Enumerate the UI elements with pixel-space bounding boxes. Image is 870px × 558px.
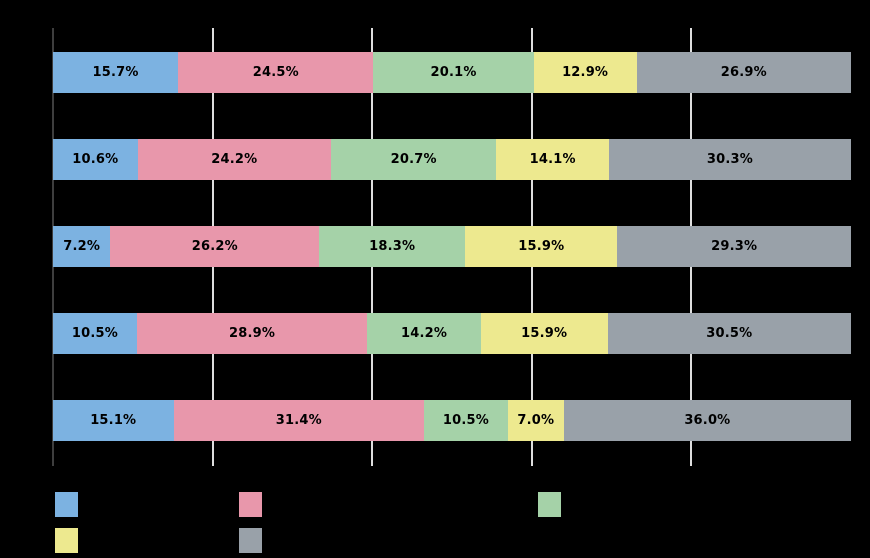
segment-label: 15.1% (90, 413, 137, 428)
segment-label: 24.2% (211, 152, 258, 167)
bar-segment-green: 20.1% (373, 52, 534, 93)
segment-label: 10.6% (72, 152, 119, 167)
legend-swatch-pink (239, 492, 262, 517)
bar-segment-gray: 30.3% (608, 139, 851, 180)
segment-label: 12.9% (562, 65, 609, 80)
bar-segment-pink: 26.2% (110, 226, 320, 267)
bar-segment-blue: 10.5% (53, 313, 137, 354)
bar-row: 7.2% 26.2% 18.3% 15.9% 29.3% (53, 226, 851, 267)
bar-segment-yellow: 12.9% (533, 52, 637, 93)
bar-segment-pink: 31.4% (173, 400, 425, 441)
bar-segment-gray: 36.0% (563, 400, 852, 441)
bar-row: 10.6% 24.2% 20.7% 14.1% 30.3% (53, 139, 851, 180)
legend-swatch-green (538, 492, 561, 517)
segment-label: 31.4% (275, 413, 322, 428)
segment-label: 26.9% (720, 65, 767, 80)
segment-label: 14.2% (401, 326, 448, 341)
bar-row: 15.1% 31.4% 10.5% 7.0% 36.0% (53, 400, 852, 441)
bar-segment-green: 10.5% (424, 400, 508, 441)
bar-segment-pink: 28.9% (136, 313, 368, 354)
segment-label: 30.3% (706, 152, 754, 167)
segment-label: 18.3% (369, 239, 416, 254)
bar-segment-green: 18.3% (319, 226, 466, 267)
bar-row: 10.5% 28.9% 14.2% 15.9% 30.5% (53, 313, 851, 354)
bar-segment-blue: 7.2% (53, 226, 111, 267)
legend-swatch-blue (55, 492, 78, 517)
bar-segment-blue: 10.6% (53, 139, 138, 180)
segment-label: 29.3% (711, 239, 758, 254)
bar-segment-yellow: 15.9% (480, 313, 608, 354)
segment-label: 10.5% (442, 413, 490, 428)
legend-swatch-gray (239, 528, 262, 553)
bar-segment-blue: 15.7% (53, 52, 179, 93)
segment-label: 30.5% (706, 326, 753, 341)
legend-swatch-yellow (55, 528, 78, 553)
bar-segment-green: 14.2% (367, 313, 481, 354)
bar-segment-gray: 26.9% (636, 52, 851, 93)
bar-segment-yellow: 7.0% (507, 400, 564, 441)
bar-segment-yellow: 15.9% (465, 226, 618, 267)
segment-label: 15.9% (518, 239, 565, 254)
bar-segment-yellow: 14.1% (496, 139, 609, 180)
segment-label: 7.0% (517, 413, 555, 428)
segment-label: 7.2% (63, 239, 101, 254)
segment-label: 24.5% (252, 65, 299, 80)
segment-label: 15.7% (92, 65, 139, 80)
segment-label: 26.2% (191, 239, 238, 254)
segment-label: 20.7% (390, 152, 437, 167)
segment-label: 10.5% (71, 326, 118, 341)
segment-label: 15.9% (521, 326, 568, 341)
segment-label: 28.9% (229, 326, 276, 341)
segment-label: 36.0% (684, 413, 731, 428)
bar-row: 15.7% 24.5% 20.1% 12.9% 26.9% (53, 52, 851, 93)
bar-segment-green: 20.7% (330, 139, 497, 180)
bar-segment-pink: 24.5% (178, 52, 374, 93)
bar-segment-gray: 30.5% (607, 313, 851, 354)
bar-segment-blue: 15.1% (53, 400, 174, 441)
plot-area: 15.7% 24.5% 20.1% 12.9% 26.9% 10.6% 24.2% 20.7%… (52, 28, 852, 466)
segment-label: 20.1% (430, 65, 477, 80)
bar-segment-gray: 29.3% (617, 226, 851, 267)
segment-label: 14.1% (529, 152, 576, 167)
bar-segment-pink: 24.2% (137, 139, 331, 180)
